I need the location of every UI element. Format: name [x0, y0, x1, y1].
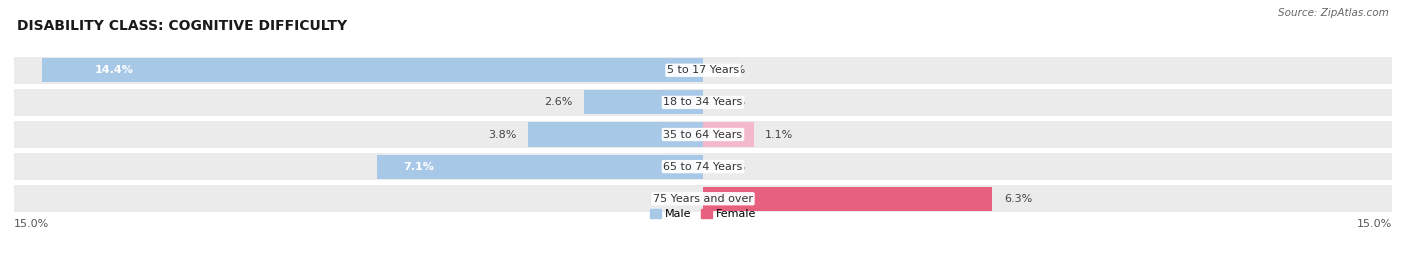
Bar	[42, 58, 703, 82]
Bar	[14, 89, 1392, 116]
Text: Source: ZipAtlas.com: Source: ZipAtlas.com	[1278, 8, 1389, 18]
Bar	[703, 187, 993, 211]
Text: DISABILITY CLASS: COGNITIVE DIFFICULTY: DISABILITY CLASS: COGNITIVE DIFFICULTY	[17, 19, 347, 33]
Text: 2.6%: 2.6%	[544, 97, 572, 107]
Text: 0.0%: 0.0%	[717, 65, 745, 75]
Bar	[377, 155, 703, 179]
Text: 5 to 17 Years: 5 to 17 Years	[666, 65, 740, 75]
Text: 0.0%: 0.0%	[717, 97, 745, 107]
Text: 14.4%: 14.4%	[94, 65, 134, 75]
Text: 15.0%: 15.0%	[1357, 219, 1392, 229]
Bar	[703, 122, 754, 147]
Text: 1.1%: 1.1%	[765, 129, 793, 140]
Text: 6.3%: 6.3%	[1004, 194, 1032, 204]
Text: 18 to 34 Years: 18 to 34 Years	[664, 97, 742, 107]
Text: 35 to 64 Years: 35 to 64 Years	[664, 129, 742, 140]
Text: 0.0%: 0.0%	[717, 162, 745, 172]
Text: 0.0%: 0.0%	[661, 194, 689, 204]
Text: 65 to 74 Years: 65 to 74 Years	[664, 162, 742, 172]
Bar	[529, 122, 703, 147]
Bar	[14, 57, 1392, 84]
Bar	[14, 121, 1392, 148]
Bar	[14, 153, 1392, 180]
Bar	[583, 90, 703, 114]
Text: 7.1%: 7.1%	[404, 162, 434, 172]
Text: 75 Years and over: 75 Years and over	[652, 194, 754, 204]
Bar	[14, 185, 1392, 212]
Text: 15.0%: 15.0%	[14, 219, 49, 229]
Text: 3.8%: 3.8%	[489, 129, 517, 140]
Legend: Male, Female: Male, Female	[645, 204, 761, 224]
